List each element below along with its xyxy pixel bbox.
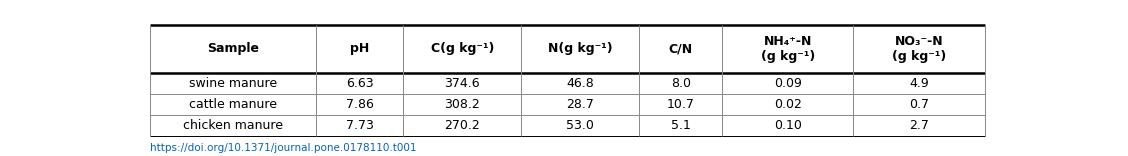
Text: 6.63: 6.63	[346, 77, 373, 90]
Text: 7.73: 7.73	[345, 119, 373, 132]
Text: chicken manure: chicken manure	[183, 119, 283, 132]
Text: 308.2: 308.2	[444, 98, 481, 111]
Text: NH₄⁺-N
(g kg⁻¹): NH₄⁺-N (g kg⁻¹)	[760, 35, 816, 63]
Text: 4.9: 4.9	[909, 77, 929, 90]
Text: cattle manure: cattle manure	[188, 98, 276, 111]
Text: C/N: C/N	[669, 42, 693, 55]
Text: swine manure: swine manure	[188, 77, 276, 90]
Text: 270.2: 270.2	[444, 119, 481, 132]
Text: 28.7: 28.7	[566, 98, 594, 111]
Text: 8.0: 8.0	[671, 77, 690, 90]
Text: 0.02: 0.02	[774, 98, 802, 111]
Text: N(g kg⁻¹): N(g kg⁻¹)	[548, 42, 613, 55]
Text: 7.86: 7.86	[345, 98, 373, 111]
Text: 0.10: 0.10	[774, 119, 802, 132]
Text: 10.7: 10.7	[667, 98, 695, 111]
Text: NO₃⁻-N
(g kg⁻¹): NO₃⁻-N (g kg⁻¹)	[892, 35, 946, 63]
Text: 5.1: 5.1	[671, 119, 690, 132]
Text: 2.7: 2.7	[909, 119, 929, 132]
Text: 53.0: 53.0	[566, 119, 594, 132]
Text: https://doi.org/10.1371/journal.pone.0178110.t001: https://doi.org/10.1371/journal.pone.017…	[150, 143, 416, 153]
Text: 0.09: 0.09	[774, 77, 802, 90]
Text: 0.7: 0.7	[909, 98, 929, 111]
Text: 46.8: 46.8	[566, 77, 594, 90]
Text: 374.6: 374.6	[444, 77, 481, 90]
Text: C(g kg⁻¹): C(g kg⁻¹)	[431, 42, 494, 55]
Text: pH: pH	[350, 42, 369, 55]
Text: Sample: Sample	[206, 42, 258, 55]
